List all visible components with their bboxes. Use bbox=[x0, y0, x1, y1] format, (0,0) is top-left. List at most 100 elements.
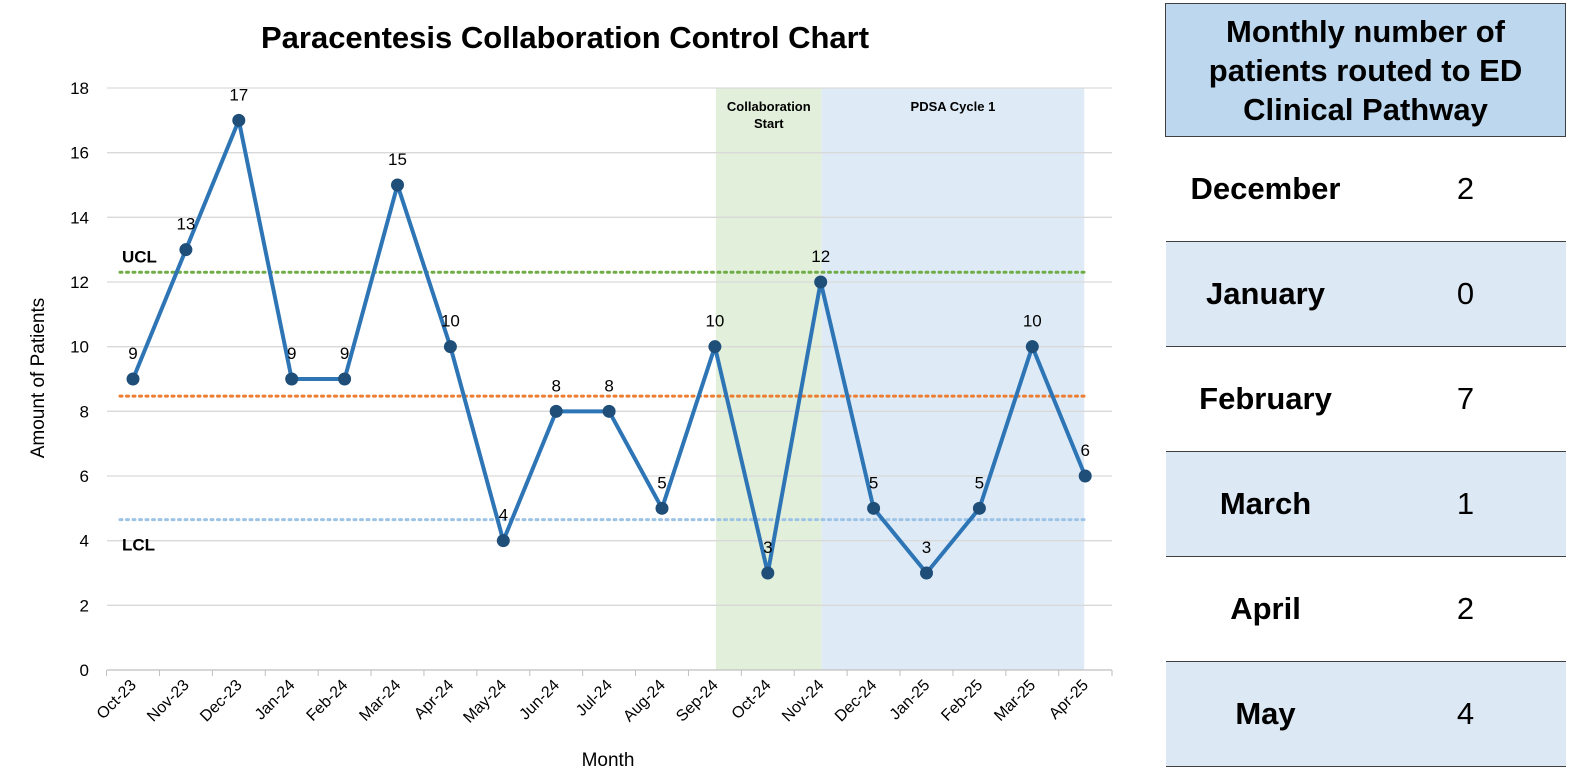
control-limit-lines: UCL LCL bbox=[118, 247, 1090, 555]
data-point bbox=[391, 178, 404, 192]
data-label: 4 bbox=[499, 506, 508, 525]
data-point bbox=[285, 372, 299, 386]
data-label: 6 bbox=[1080, 441, 1089, 460]
month-cell: December bbox=[1165, 136, 1366, 242]
x-tick-label: Jul-24 bbox=[573, 677, 616, 720]
table-row: March 1 bbox=[1165, 451, 1566, 557]
table-header: Monthly number of patients routed to ED … bbox=[1165, 3, 1566, 137]
table-row: February 7 bbox=[1165, 346, 1566, 452]
y-tick-label: 0 bbox=[80, 661, 89, 680]
data-label: 5 bbox=[869, 473, 878, 492]
data-point bbox=[920, 566, 933, 580]
month-cell: April bbox=[1165, 556, 1366, 662]
x-tick-label: Feb-24 bbox=[304, 677, 352, 725]
count-cell: 2 bbox=[1365, 556, 1566, 662]
table-row: May 4 bbox=[1165, 661, 1566, 767]
y-tick-label: 2 bbox=[80, 596, 89, 615]
y-tick-label: 10 bbox=[70, 338, 89, 357]
count-cell: 0 bbox=[1365, 241, 1566, 347]
x-tick-label: Feb-25 bbox=[938, 677, 986, 725]
data-label: 9 bbox=[287, 344, 296, 363]
band-collaboration-start bbox=[715, 88, 822, 670]
data-label: 12 bbox=[811, 247, 830, 266]
data-point bbox=[708, 340, 722, 354]
y-axis-label: Amount of Patients bbox=[28, 298, 49, 459]
x-tick-label: Sep-24 bbox=[673, 677, 722, 726]
data-label: 10 bbox=[705, 312, 724, 331]
data-label: 3 bbox=[763, 538, 772, 557]
x-tick-label: Jun-24 bbox=[516, 677, 563, 724]
x-tick-label: Aug-24 bbox=[620, 677, 669, 726]
table-row: January 0 bbox=[1165, 241, 1566, 347]
band-label: Collaboration Start bbox=[727, 99, 811, 131]
ucl-label: UCL bbox=[122, 247, 157, 266]
x-tick-label: May-24 bbox=[460, 677, 510, 727]
data-point bbox=[126, 372, 140, 386]
chart-title: Paracentesis Collaboration Control Chart bbox=[261, 20, 869, 55]
data-label: 3 bbox=[922, 538, 931, 557]
series-patients bbox=[126, 113, 1092, 580]
count-cell: 7 bbox=[1365, 346, 1566, 452]
shaded-bands: Collaboration Start PDSA Cycle 1 bbox=[715, 88, 1085, 670]
data-point bbox=[602, 404, 616, 418]
control-chart: Collaboration Start PDSA Cycle 1 UCL LCL 9 1… bbox=[28, 20, 1113, 771]
data-point bbox=[549, 404, 563, 418]
x-tick-label: Oct-24 bbox=[729, 677, 775, 723]
count-cell: 2 bbox=[1365, 136, 1566, 242]
x-tick-label: Apr-25 bbox=[1046, 677, 1092, 723]
x-tick-label: Nov-24 bbox=[779, 677, 828, 726]
data-point bbox=[814, 275, 828, 289]
x-tick-label: Jan-25 bbox=[887, 677, 934, 724]
month-cell: March bbox=[1165, 451, 1366, 557]
y-tick-label: 8 bbox=[80, 402, 89, 421]
y-tick-label: 18 bbox=[70, 79, 89, 98]
x-tick-label: Jan-24 bbox=[252, 677, 299, 724]
ed-pathway-table: Monthly number of patients routed to ED … bbox=[1165, 3, 1566, 767]
data-point bbox=[655, 501, 669, 515]
y-axis-ticks: 0 2 4 6 8 10 12 14 16 18 bbox=[70, 79, 89, 680]
data-label: 9 bbox=[340, 344, 349, 363]
table-row: April 2 bbox=[1165, 556, 1566, 662]
data-point bbox=[443, 340, 457, 354]
y-tick-label: 14 bbox=[70, 208, 89, 227]
data-point bbox=[761, 566, 775, 580]
month-cell: May bbox=[1165, 661, 1366, 767]
x-tick-label: Dec-23 bbox=[197, 677, 246, 726]
data-point bbox=[1025, 340, 1039, 354]
count-cell: 4 bbox=[1365, 661, 1566, 767]
y-tick-label: 4 bbox=[80, 532, 89, 551]
data-point bbox=[232, 113, 246, 127]
x-tick-label: Dec-24 bbox=[832, 677, 881, 726]
data-label: 9 bbox=[128, 344, 137, 363]
lcl-label: LCL bbox=[122, 536, 155, 555]
y-tick-label: 6 bbox=[80, 467, 89, 486]
count-cell: 1 bbox=[1365, 451, 1566, 557]
y-tick-label: 16 bbox=[70, 144, 89, 163]
data-point bbox=[496, 534, 510, 548]
y-tick-label: 12 bbox=[70, 273, 89, 292]
x-tick-label: Nov-23 bbox=[144, 677, 193, 726]
data-point bbox=[867, 501, 881, 515]
x-tick-label: Apr-24 bbox=[411, 677, 457, 723]
x-axis-ticks: Oct-23 Nov-23 Dec-23 Jan-24 Feb-24 Mar-24 Apr-… bbox=[94, 670, 1113, 727]
data-labels: 9 13 17 9 9 15 10 4 8 8 5 10 3 12 5 3 5 10 6 bbox=[128, 85, 1090, 557]
month-cell: January bbox=[1165, 241, 1366, 347]
data-point bbox=[1078, 469, 1092, 483]
x-tick-label: Oct-23 bbox=[94, 677, 140, 723]
data-label: 13 bbox=[176, 215, 195, 234]
data-label: 8 bbox=[604, 376, 613, 395]
data-label: 10 bbox=[1023, 312, 1042, 331]
data-label: 5 bbox=[657, 473, 666, 492]
gridlines bbox=[107, 87, 1112, 671]
data-label: 10 bbox=[441, 312, 460, 331]
data-point bbox=[338, 372, 352, 386]
data-label: 17 bbox=[229, 85, 248, 104]
month-cell: February bbox=[1165, 346, 1366, 452]
table-row: December 2 bbox=[1165, 136, 1566, 242]
x-tick-label: Mar-25 bbox=[991, 677, 1039, 725]
data-label: 8 bbox=[551, 376, 560, 395]
data-point bbox=[972, 501, 986, 515]
x-axis-label: Month bbox=[582, 750, 635, 771]
band-pdsa-cycle-1 bbox=[821, 88, 1085, 670]
band-label: PDSA Cycle 1 bbox=[911, 99, 996, 114]
